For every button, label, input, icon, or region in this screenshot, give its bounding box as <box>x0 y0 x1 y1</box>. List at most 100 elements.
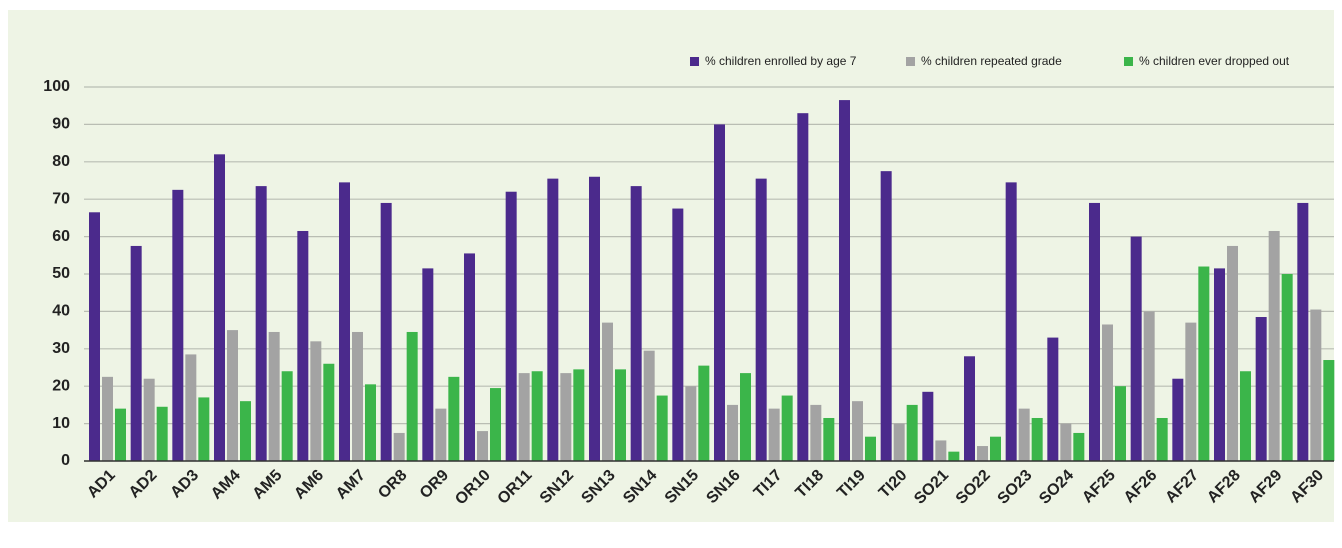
bar <box>505 191 517 461</box>
bar <box>1240 371 1251 461</box>
bar <box>935 440 947 461</box>
bar <box>547 178 559 461</box>
bar <box>948 451 960 461</box>
bar <box>810 404 822 461</box>
bar <box>227 330 238 461</box>
bar <box>464 253 475 461</box>
bar <box>1005 182 1017 461</box>
bar <box>156 406 168 461</box>
y-tick-label: 50 <box>52 265 70 282</box>
bar <box>1143 311 1155 461</box>
bar <box>1130 236 1142 461</box>
bar <box>714 124 725 462</box>
bar <box>130 245 142 461</box>
bar <box>1047 337 1059 461</box>
legend-swatch <box>906 57 915 66</box>
bar <box>172 189 184 461</box>
bar <box>198 397 210 461</box>
y-tick-label: 90 <box>52 116 70 133</box>
bar <box>406 331 418 461</box>
bar <box>602 322 613 461</box>
bar <box>755 178 767 461</box>
bar <box>922 391 934 461</box>
legend-label: % children ever dropped out <box>1139 54 1290 68</box>
bar <box>339 182 350 461</box>
bar <box>490 388 501 461</box>
bar <box>615 369 626 461</box>
bar <box>1281 274 1293 461</box>
bar <box>352 331 363 461</box>
bar <box>880 171 892 461</box>
bar <box>185 354 197 461</box>
y-tick-label: 20 <box>52 377 70 394</box>
bar <box>477 431 488 461</box>
bar <box>977 446 988 461</box>
legend-label: % children enrolled by age 7 <box>705 54 857 68</box>
y-tick-label: 80 <box>52 153 70 170</box>
bar <box>768 408 780 461</box>
bar <box>781 395 793 461</box>
bar <box>1185 322 1197 461</box>
bar <box>240 401 251 461</box>
bar <box>268 331 280 461</box>
bar <box>797 113 809 462</box>
bar <box>1214 268 1225 461</box>
bar <box>740 373 751 461</box>
bar <box>531 371 543 461</box>
bar <box>560 373 572 461</box>
bar <box>589 176 600 461</box>
bar <box>435 408 447 461</box>
bar <box>893 423 905 461</box>
bar <box>448 376 460 461</box>
legend-label: % children repeated grade <box>921 54 1062 68</box>
bar <box>1172 378 1184 461</box>
bar <box>214 154 225 461</box>
bar <box>1089 202 1100 461</box>
bar <box>323 363 335 461</box>
bar <box>89 212 100 461</box>
bar <box>656 395 668 461</box>
y-tick-label: 100 <box>43 78 70 95</box>
legend-swatch <box>1124 57 1133 66</box>
bar <box>1060 423 1072 461</box>
bar <box>672 208 684 461</box>
bar <box>1297 202 1309 461</box>
bar <box>422 268 434 461</box>
y-tick-label: 60 <box>52 228 70 245</box>
bar <box>365 384 376 461</box>
bar <box>1031 417 1043 461</box>
bar <box>1018 408 1030 461</box>
bar <box>990 436 1001 461</box>
bar <box>865 436 876 461</box>
bar <box>518 373 530 461</box>
bar <box>1156 417 1168 461</box>
bar <box>1227 245 1238 461</box>
bar <box>573 369 585 461</box>
bar <box>115 408 126 461</box>
y-tick-label: 10 <box>52 415 70 432</box>
bar <box>281 371 293 461</box>
bar <box>1115 386 1126 461</box>
bar <box>839 100 850 461</box>
bar <box>380 202 392 461</box>
bar <box>1310 309 1322 461</box>
bar <box>1073 432 1085 461</box>
bar <box>255 186 267 462</box>
y-tick-label: 0 <box>61 452 70 469</box>
y-tick-label: 30 <box>52 340 70 357</box>
bar <box>143 378 155 461</box>
bar <box>1323 360 1335 461</box>
bar <box>964 356 975 461</box>
legend-swatch <box>690 57 699 66</box>
bar <box>906 404 918 461</box>
bar <box>393 432 405 461</box>
bar <box>698 365 710 461</box>
bar <box>1255 317 1267 461</box>
bar <box>727 404 738 461</box>
bar <box>1268 230 1280 461</box>
bar <box>823 417 835 461</box>
bar <box>852 401 863 461</box>
bar <box>643 350 655 461</box>
bar <box>297 230 309 461</box>
